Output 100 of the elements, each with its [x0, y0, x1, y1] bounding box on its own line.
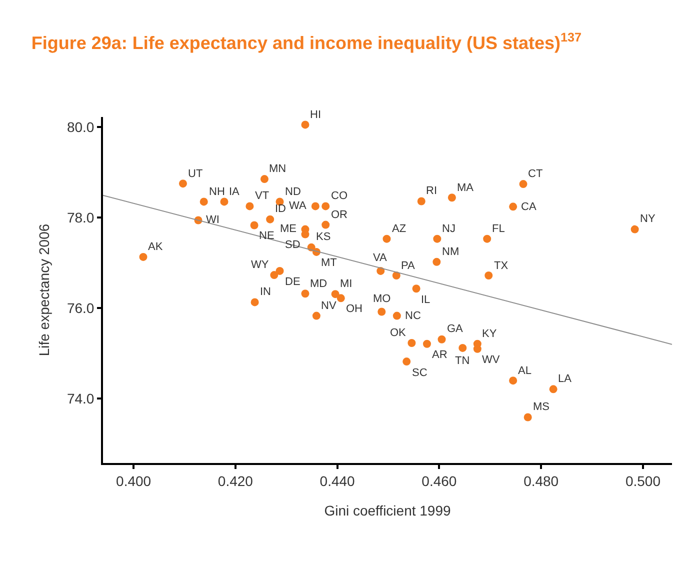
- annotation: AK: [148, 241, 164, 253]
- point: [266, 215, 274, 224]
- annotation: VA: [373, 252, 388, 264]
- x-tick-label: 0.440: [320, 472, 356, 489]
- annotation: CO: [331, 190, 348, 202]
- point: [322, 220, 330, 229]
- point: [382, 234, 391, 243]
- point: [311, 202, 320, 210]
- annotation: ID: [275, 203, 286, 215]
- annotation: NC: [405, 310, 421, 322]
- annotation: SC: [412, 367, 428, 379]
- point: [336, 294, 345, 302]
- annotation: MT: [321, 257, 338, 269]
- annotation: MS: [533, 401, 550, 413]
- x-tick-label: 0.400: [116, 472, 152, 489]
- annotation: WI: [206, 214, 220, 226]
- annotation: PA: [401, 260, 416, 272]
- point: [412, 284, 420, 293]
- annotation: RI: [426, 185, 437, 197]
- point: [270, 271, 278, 280]
- point: [312, 312, 320, 320]
- annotation: NJ: [442, 223, 456, 235]
- point: [246, 202, 254, 210]
- annotation: IN: [260, 286, 272, 298]
- annotation: AR: [432, 349, 448, 361]
- chart-title: Figure 29a: Life expectancy and income inequality (US states)$^{137}$: [31, 30, 582, 53]
- x-axis-title: Gini coefficient 1999: [324, 502, 452, 519]
- point: [438, 335, 446, 344]
- annotation: IA: [229, 186, 240, 198]
- annotation: AL: [518, 365, 532, 377]
- annotation: NH: [209, 186, 225, 198]
- annotation: VT: [255, 190, 270, 202]
- annotation: DE: [285, 276, 300, 288]
- point: [417, 197, 426, 206]
- annotation: UT: [188, 168, 203, 180]
- x-tick-label: 0.420: [218, 472, 254, 489]
- point: [392, 312, 401, 320]
- point: [519, 180, 528, 188]
- point: [392, 272, 400, 280]
- annotation: OH: [346, 303, 363, 315]
- annotation: WY: [251, 259, 270, 271]
- y-tick-label: 76.0: [66, 300, 94, 316]
- point: [276, 266, 284, 275]
- point: [178, 180, 187, 188]
- annotation: KS: [316, 231, 331, 243]
- point: [630, 225, 639, 234]
- x-tick-label: 0.480: [524, 472, 559, 489]
- y-axis-title: Life expectancy 2006: [36, 224, 52, 356]
- annotation: MA: [457, 182, 474, 194]
- annotation: KY: [482, 328, 498, 340]
- annotation: IL: [421, 294, 430, 306]
- annotation: WA: [289, 200, 307, 212]
- annotation: GA: [447, 323, 464, 335]
- point: [408, 338, 416, 347]
- point: [331, 290, 340, 298]
- annotation: CA: [521, 201, 537, 213]
- y-tick-label: 80.0: [66, 118, 94, 135]
- point: [378, 308, 386, 316]
- point: [509, 202, 518, 211]
- annotation: AZ: [392, 223, 406, 235]
- point: [509, 376, 518, 385]
- point: [139, 252, 148, 261]
- point: [250, 221, 258, 230]
- annotation: NY: [640, 213, 656, 225]
- annotation: NM: [442, 246, 460, 258]
- point: [458, 344, 467, 352]
- point: [433, 234, 442, 243]
- x-tick-label: 0.460: [422, 472, 457, 489]
- annotation: CT: [528, 168, 543, 180]
- annotation: MN: [269, 163, 286, 175]
- annotation: TN: [455, 355, 470, 367]
- annotation: OK: [390, 327, 407, 339]
- point: [524, 413, 532, 422]
- annotation: ME: [280, 223, 296, 235]
- x-tick-label: 0.500: [625, 472, 661, 489]
- point: [322, 202, 330, 210]
- annotation: MI: [340, 278, 352, 290]
- annotation: FL: [492, 223, 505, 235]
- y-tick-label: 78.0: [66, 209, 94, 226]
- annotation: HI: [310, 109, 321, 121]
- y-tick-label: 74.0: [66, 390, 94, 407]
- point: [301, 120, 310, 129]
- point: [549, 385, 558, 394]
- annotation: ND: [285, 186, 301, 198]
- point: [402, 358, 411, 366]
- point: [260, 175, 268, 184]
- annotation: OR: [331, 209, 348, 221]
- point: [422, 340, 431, 348]
- point: [220, 198, 228, 206]
- annotation: LA: [558, 373, 572, 385]
- annotation: NV: [321, 300, 337, 312]
- point: [301, 290, 310, 298]
- point: [200, 198, 208, 206]
- annotation: TX: [494, 260, 509, 272]
- annotation: MO: [373, 293, 392, 305]
- point: [483, 234, 492, 243]
- annotation: MD: [310, 278, 328, 290]
- point: [484, 272, 493, 280]
- point: [250, 298, 259, 306]
- annotation: WV: [482, 354, 500, 366]
